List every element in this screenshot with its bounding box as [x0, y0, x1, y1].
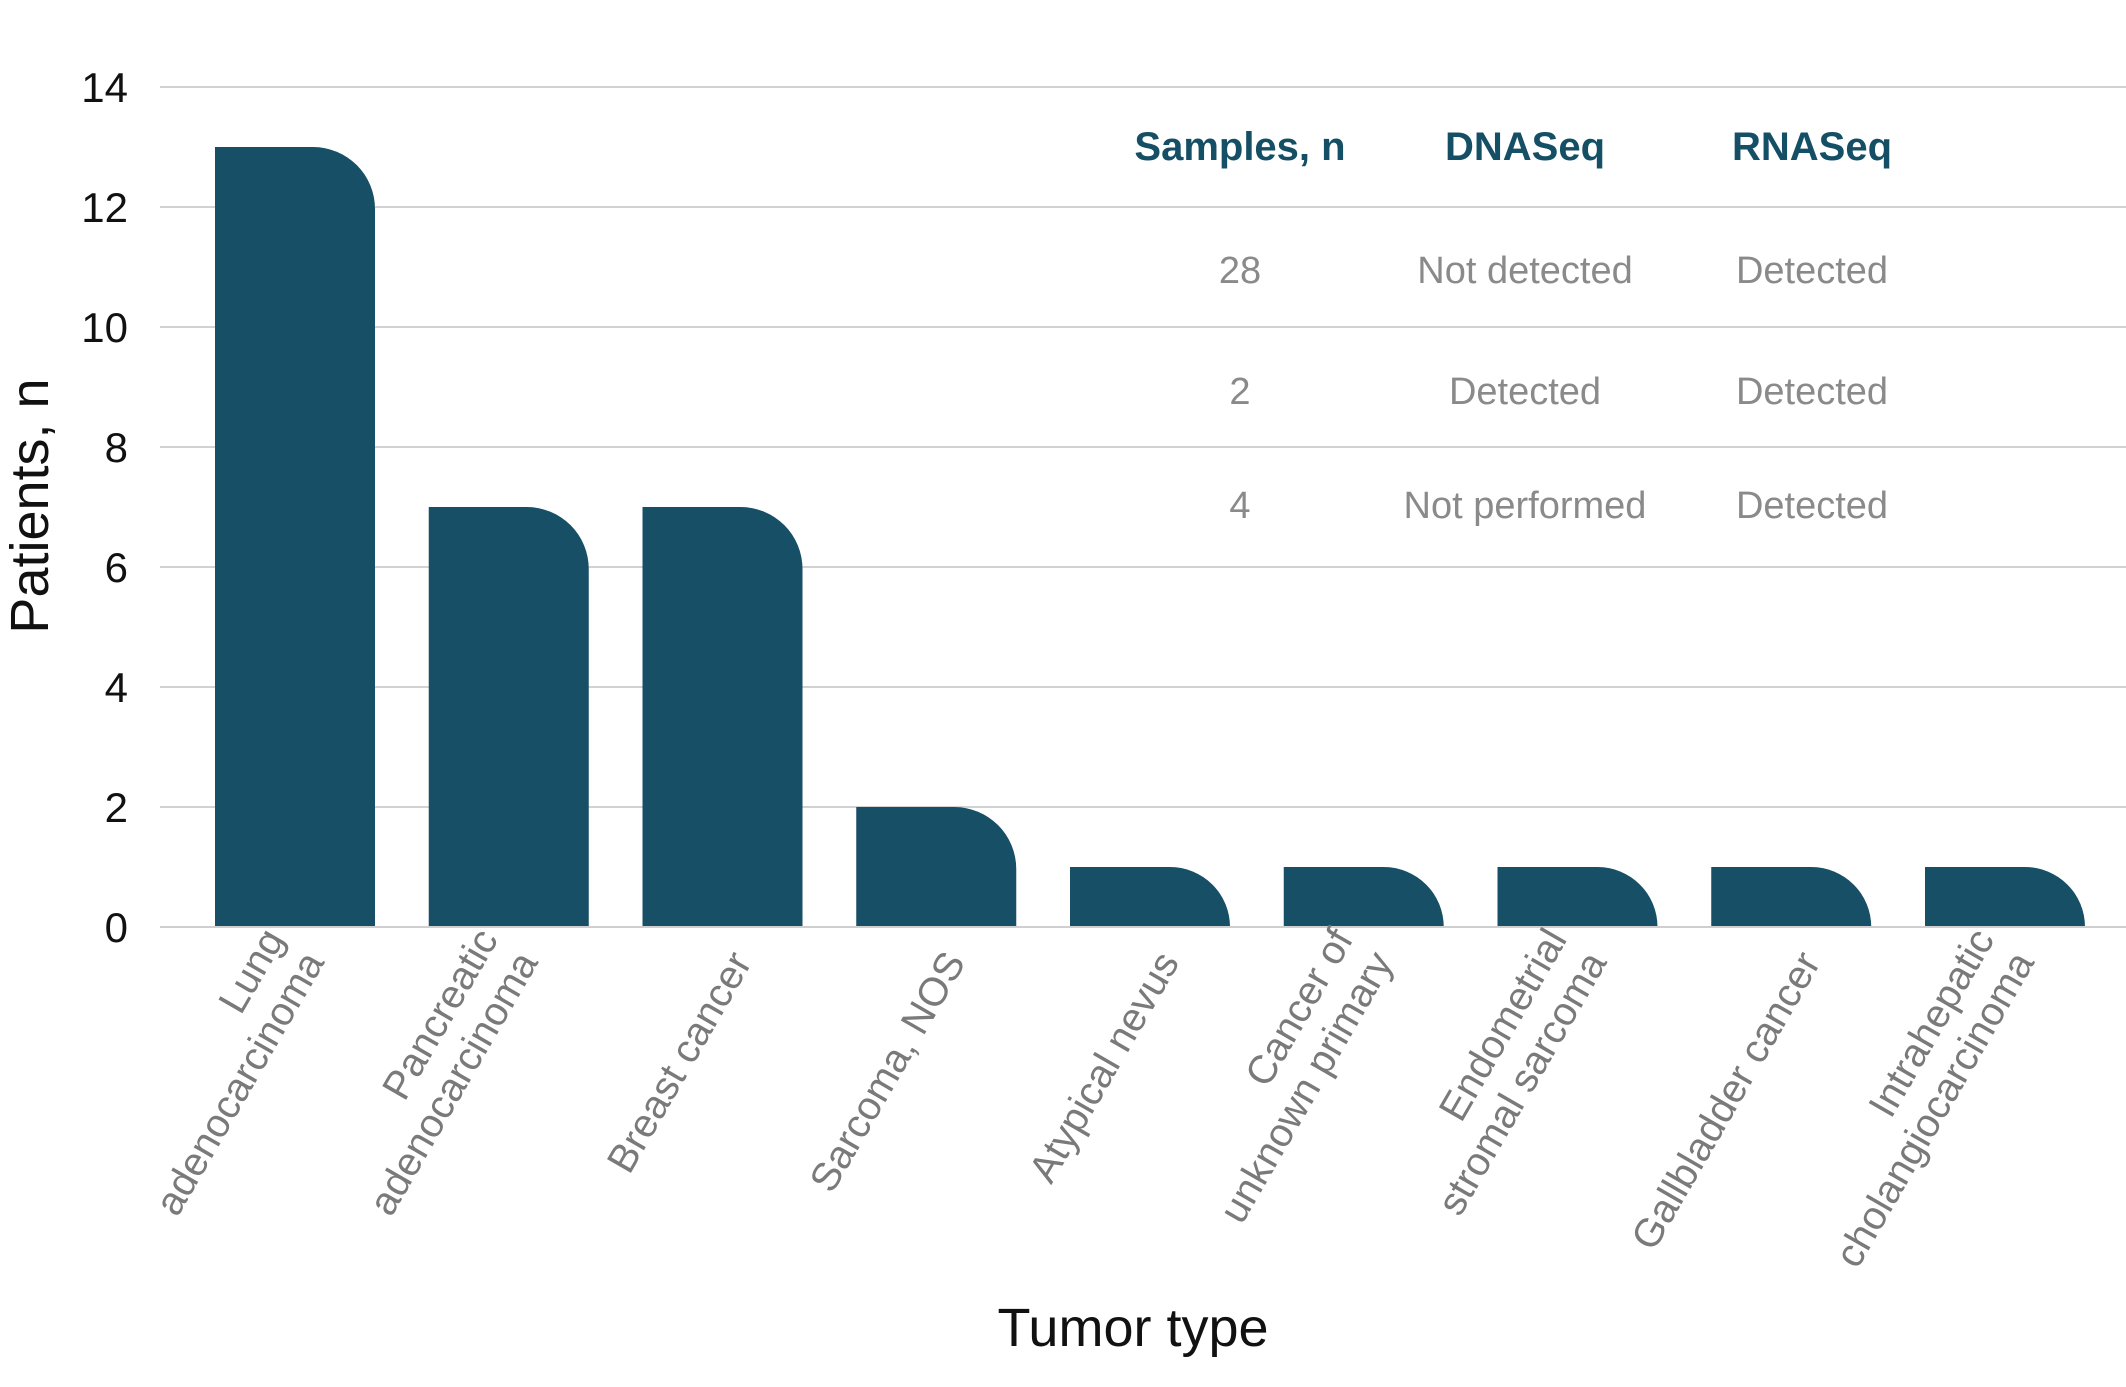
bars	[215, 147, 2085, 927]
y-tick-label: 12	[81, 184, 128, 231]
table-cell: Detected	[1736, 250, 1888, 292]
y-tick-label: 2	[105, 784, 128, 831]
table-cell: Detected	[1449, 371, 1601, 413]
bar	[1497, 867, 1658, 927]
x-axis-title: Tumor type	[997, 1298, 1268, 1358]
y-tick-label: 10	[81, 304, 128, 351]
table-cell: Not detected	[1417, 250, 1632, 292]
bar	[856, 807, 1017, 927]
bar	[215, 147, 375, 927]
table-cell: Detected	[1736, 371, 1888, 413]
table-header: Samples, n	[1134, 125, 1345, 169]
table-cell: Detected	[1736, 485, 1888, 527]
table-cell: 4	[1229, 485, 1250, 527]
y-tick-label: 8	[105, 424, 128, 471]
bar	[1711, 867, 1872, 927]
x-tick-label-line: Gallbladder cancer	[1623, 945, 1829, 1258]
bar	[642, 507, 803, 927]
x-tick-label: Sarcoma, NOS	[802, 945, 975, 1200]
x-tick-label-line: Sarcoma, NOS	[802, 945, 975, 1200]
y-tick-label: 6	[105, 544, 128, 591]
y-axis-title: Patients, n	[0, 378, 60, 633]
x-tick-label-line: Atypical nevus	[1021, 945, 1188, 1190]
table-header: DNASeq	[1445, 125, 1605, 169]
x-tick-label: Cancer ofunknown primary	[1171, 921, 1402, 1231]
y-tick-label: 0	[105, 904, 128, 951]
y-tick-label: 4	[105, 664, 128, 711]
y-axis-ticks: 0 2 4 6 8 10 12 14	[81, 64, 128, 951]
inset-table: Samples, n DNASeq RNASeq 28 Not detected Dete…	[1134, 125, 1892, 527]
x-tick-label: Intrahepaticcholangiocarcinoma	[1787, 921, 2043, 1275]
x-tick-label: Lungadenocarcinoma	[107, 921, 333, 1223]
table-cell: Not performed	[1404, 485, 1647, 527]
y-tick-label: 14	[81, 64, 128, 111]
table-cell: 28	[1219, 250, 1261, 292]
x-tick-label-line: Breast cancer	[599, 945, 760, 1181]
bar	[1070, 867, 1230, 927]
x-axis-category-labels: Lungadenocarcinoma Pancreaticadenocarcino…	[107, 921, 2043, 1275]
bar	[1283, 867, 1444, 927]
x-tick-label: Gallbladder cancer	[1623, 945, 1829, 1258]
bar	[1925, 867, 2085, 927]
x-tick-label: Pancreaticadenocarcinoma	[321, 921, 547, 1223]
x-tick-label: Breast cancer	[599, 945, 760, 1181]
table-cell: 2	[1229, 371, 1250, 413]
table-header: RNASeq	[1732, 125, 1892, 169]
x-tick-label: Atypical nevus	[1021, 945, 1188, 1190]
x-tick-label: Endometrialstromal sarcoma	[1390, 921, 1616, 1223]
bar	[428, 507, 589, 927]
